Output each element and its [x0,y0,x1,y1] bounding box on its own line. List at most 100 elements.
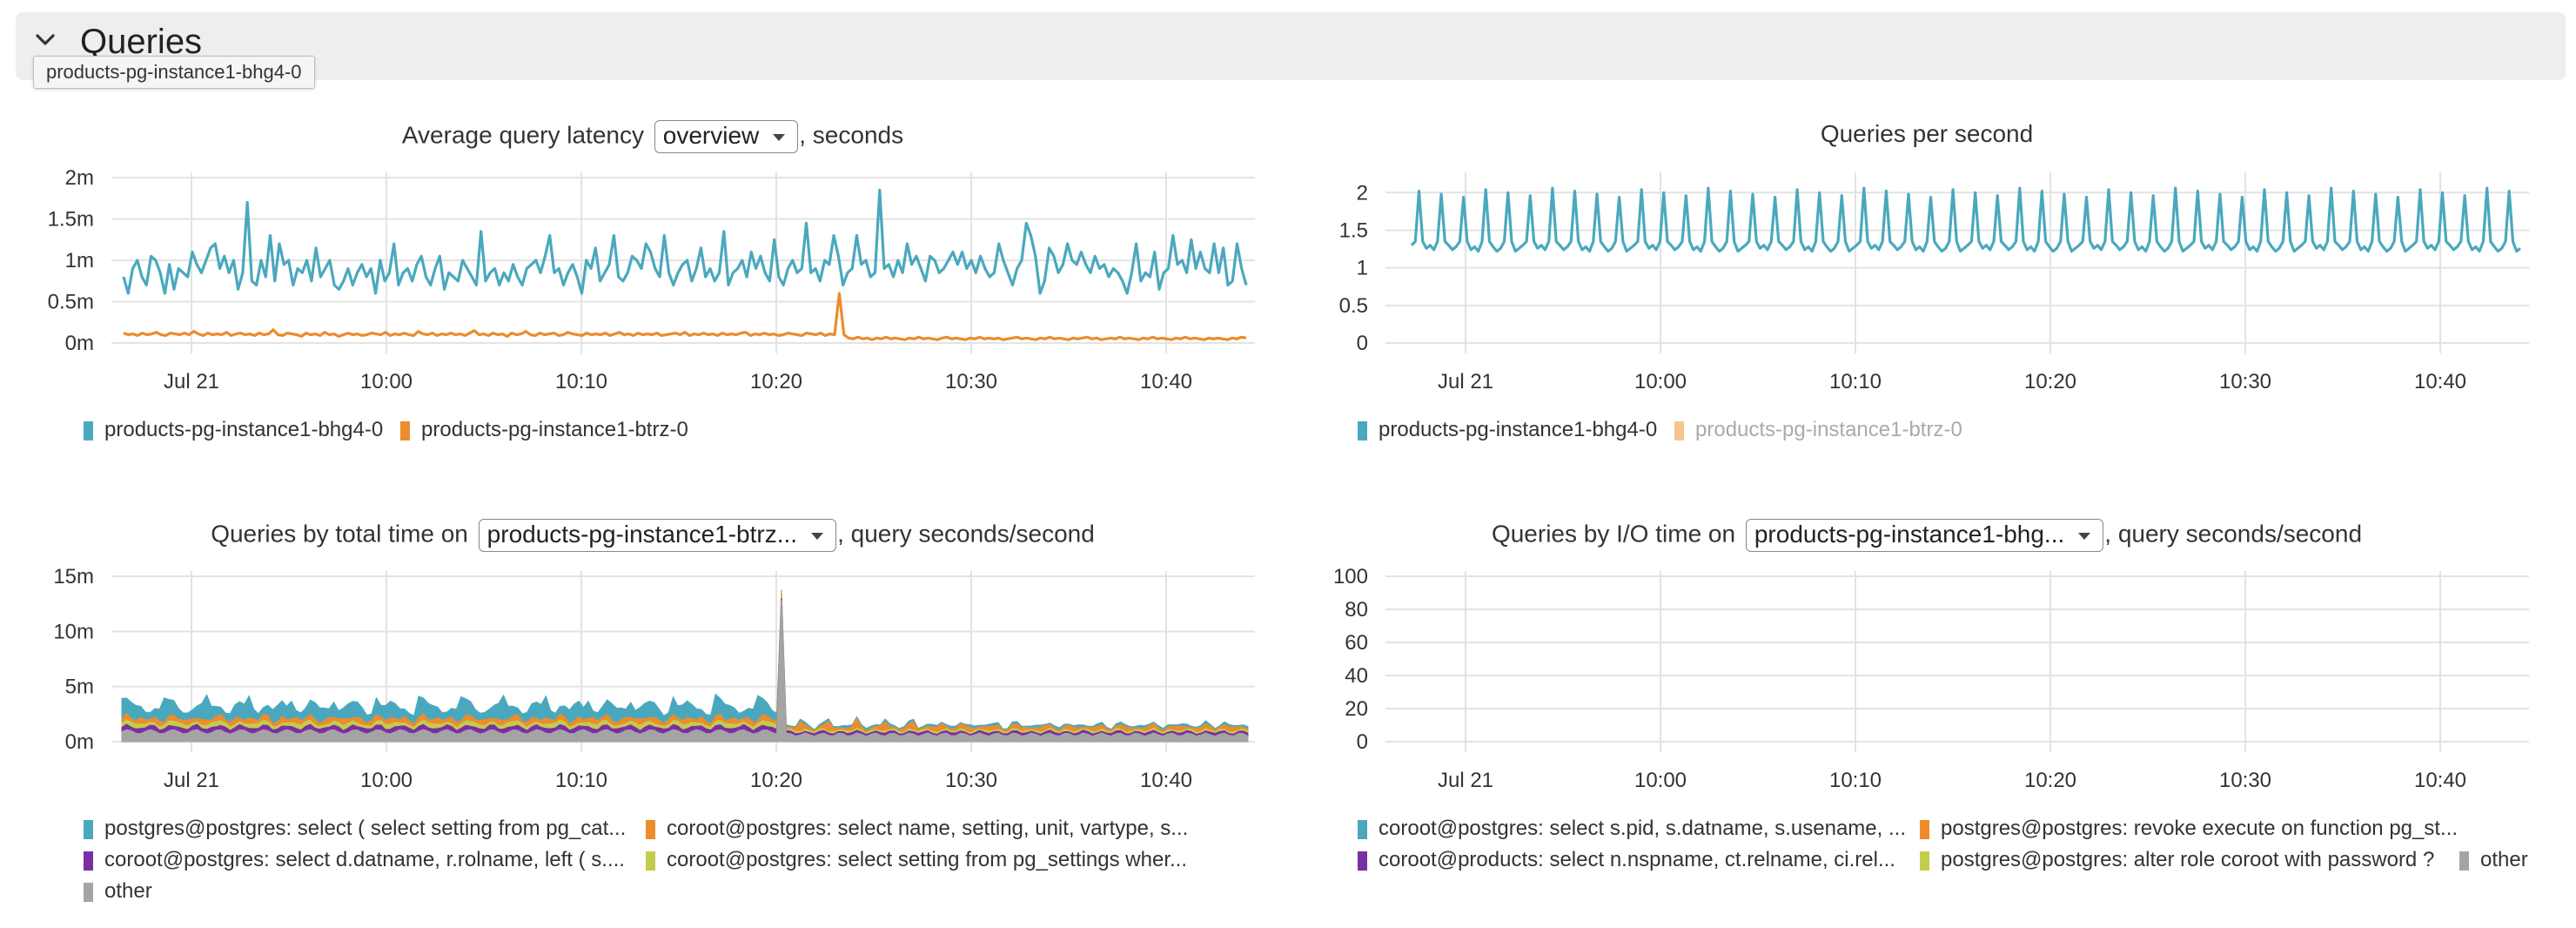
x-tick-label: 10:40 [2414,769,2466,792]
x-tick-label: 10:10 [1829,769,1882,792]
legend-label: postgres@postgres: revoke execute on fun… [1941,817,2459,840]
area-layer-0 [121,600,1249,743]
instance-select[interactable]: products-pg-instance1-btrz... [478,519,837,552]
x-tick-label: 10:00 [1634,370,1687,393]
legend-label: coroot@postgres: select setting from pg_… [667,848,1187,871]
panel-latency: Average query latency overview, seconds … [0,120,1262,529]
legend-label: coroot@postgres: select d.datname, r.rol… [104,848,625,871]
legend: postgres@postgres: select ( select setti… [84,817,1258,921]
x-tick-label: Jul 21 [164,769,219,792]
legend-swatch [84,851,93,871]
x-tick-label: 10:20 [750,370,802,393]
chevron-down-icon[interactable] [35,33,56,47]
panel-qps: Queries per second Jul 21 10:00 10:10 10:20… [1274,120,2536,529]
series-line-1 [123,292,1247,341]
caret-down-icon [811,533,824,540]
legend-swatch [1920,851,1929,871]
legend-label: coroot@products: select n.nspname, ct.re… [1379,848,1895,871]
latency-mode-select[interactable]: overview [654,120,799,153]
instance-select[interactable]: products-pg-instance1-bhg... [1745,519,2104,552]
x-tick-label: 10:10 [1829,370,1882,393]
legend-swatch [1920,820,1929,839]
x-tick-label: 10:40 [1140,769,1192,792]
y-tick-label: 20 [1345,697,1368,721]
series-line-0 [122,188,1248,295]
legend-label: other [2480,848,2528,871]
y-tick-label: 1 [1357,257,1368,280]
panel-title: Average query latency overview , seconds [0,120,1305,153]
x-tick-label: 10:20 [750,769,802,792]
panel-title-suffix: , seconds [799,121,904,149]
y-tick-label: 0 [1357,730,1368,754]
panel-title-text: Queries by total time on [211,520,468,548]
panel-title: Queries per second [1274,120,2576,148]
caret-down-icon [773,134,786,141]
x-tick-label: 10:40 [2414,370,2466,393]
y-tick-label: 60 [1345,631,1368,655]
x-tick-label: 10:00 [360,769,413,792]
x-tick-label: 10:30 [2219,769,2271,792]
legend-swatch [400,421,410,440]
legend-swatch [84,820,93,839]
panel-io-time: Queries by I/O time on products-pg-insta… [1274,519,2536,928]
legend: coroot@postgres: select s.pid, s.datname… [1358,817,2532,886]
x-tick-label: 10:00 [1634,769,1687,792]
legend-swatch [646,820,655,839]
x-tick-label: 10:20 [2024,769,2076,792]
legend-swatch [84,421,93,440]
y-tick-label: 1.5m [48,208,94,232]
legend-label: coroot@postgres: select s.pid, s.datname… [1379,817,1906,840]
x-tick-label: Jul 21 [164,370,219,393]
y-tick-label: 0m [65,730,94,754]
y-tick-label: 2 [1357,181,1368,205]
y-tick-label: 0.5 [1339,294,1368,318]
y-tick-label: 10m [53,620,94,643]
y-tick-label: 2m [65,166,94,190]
legend-label: products-pg-instance1-btrz-0 [1695,418,1962,441]
x-tick-label: 10:10 [555,370,607,393]
qps-chart[interactable]: Jul 21 10:00 10:10 10:20 10:30 10:40 2 1.5 1 0.5 0 [1274,120,2536,393]
legend-label: other [104,879,152,903]
legend-swatch [646,851,655,871]
panel-total-time: Queries by total time on products-pg-ins… [0,519,1262,928]
y-tick-label: 15m [53,565,94,588]
panel-title: Queries by total time on products-pg-ins… [0,519,1305,552]
legend-label: products-pg-instance1-bhg4-0 [104,418,384,441]
legend-label: postgres@postgres: alter role coroot wit… [1941,848,2435,871]
panel-title-text: Queries per second [1820,120,2034,147]
x-tick-label: 10:00 [360,370,413,393]
legend-swatch [84,883,93,902]
y-tick-label: 1m [65,249,94,272]
legend: products-pg-instance1-bhg4-0 products-pg-… [84,418,1258,453]
legend-swatch [1358,820,1367,839]
x-tick-label: Jul 21 [1438,769,1493,792]
total-time-chart[interactable]: Jul 21 10:00 10:10 10:20 10:30 10:40 15m 10m 5m 0… [0,519,1262,792]
x-tick-label: Jul 21 [1438,370,1493,393]
legend: products-pg-instance1-bhg4-0 products-pg-… [1358,418,2532,453]
y-tick-label: 80 [1345,598,1368,622]
y-tick-label: 0 [1357,332,1368,355]
x-tick-label: 10:30 [945,370,997,393]
y-tick-label: 40 [1345,664,1368,688]
select-value: products-pg-instance1-btrz... [486,521,798,548]
select-value: overview [662,122,760,149]
panel-title-suffix: , query seconds/second [837,520,1095,548]
legend-swatch [1674,421,1684,440]
panel-title-text: Queries by I/O time on [1491,520,1736,548]
x-tick-label: 10:30 [2219,370,2271,393]
y-tick-label: 1.5 [1339,219,1368,242]
y-tick-label: 5m [65,676,94,699]
series-line-0 [1410,186,2521,253]
io-time-chart[interactable]: Jul 21 10:00 10:10 10:20 10:30 10:40 100 80 60 40… [1274,519,2536,792]
legend-swatch [2459,851,2469,871]
legend-label: postgres@postgres: select ( select setti… [104,817,627,840]
y-tick-label: 0m [65,332,94,355]
series-tooltip: products-pg-instance1-bhg4-0 [33,56,315,89]
x-tick-label: 10:20 [2024,370,2076,393]
legend-swatch [1358,421,1367,440]
legend-label: coroot@postgres: select name, setting, u… [667,817,1189,840]
queries-section-header[interactable] [16,12,2566,80]
x-tick-label: 10:30 [945,769,997,792]
x-tick-label: 10:10 [555,769,607,792]
latency-chart[interactable]: Jul 21 10:00 10:10 10:20 10:30 10:40 2m 1.5m 1m 0… [0,120,1262,393]
